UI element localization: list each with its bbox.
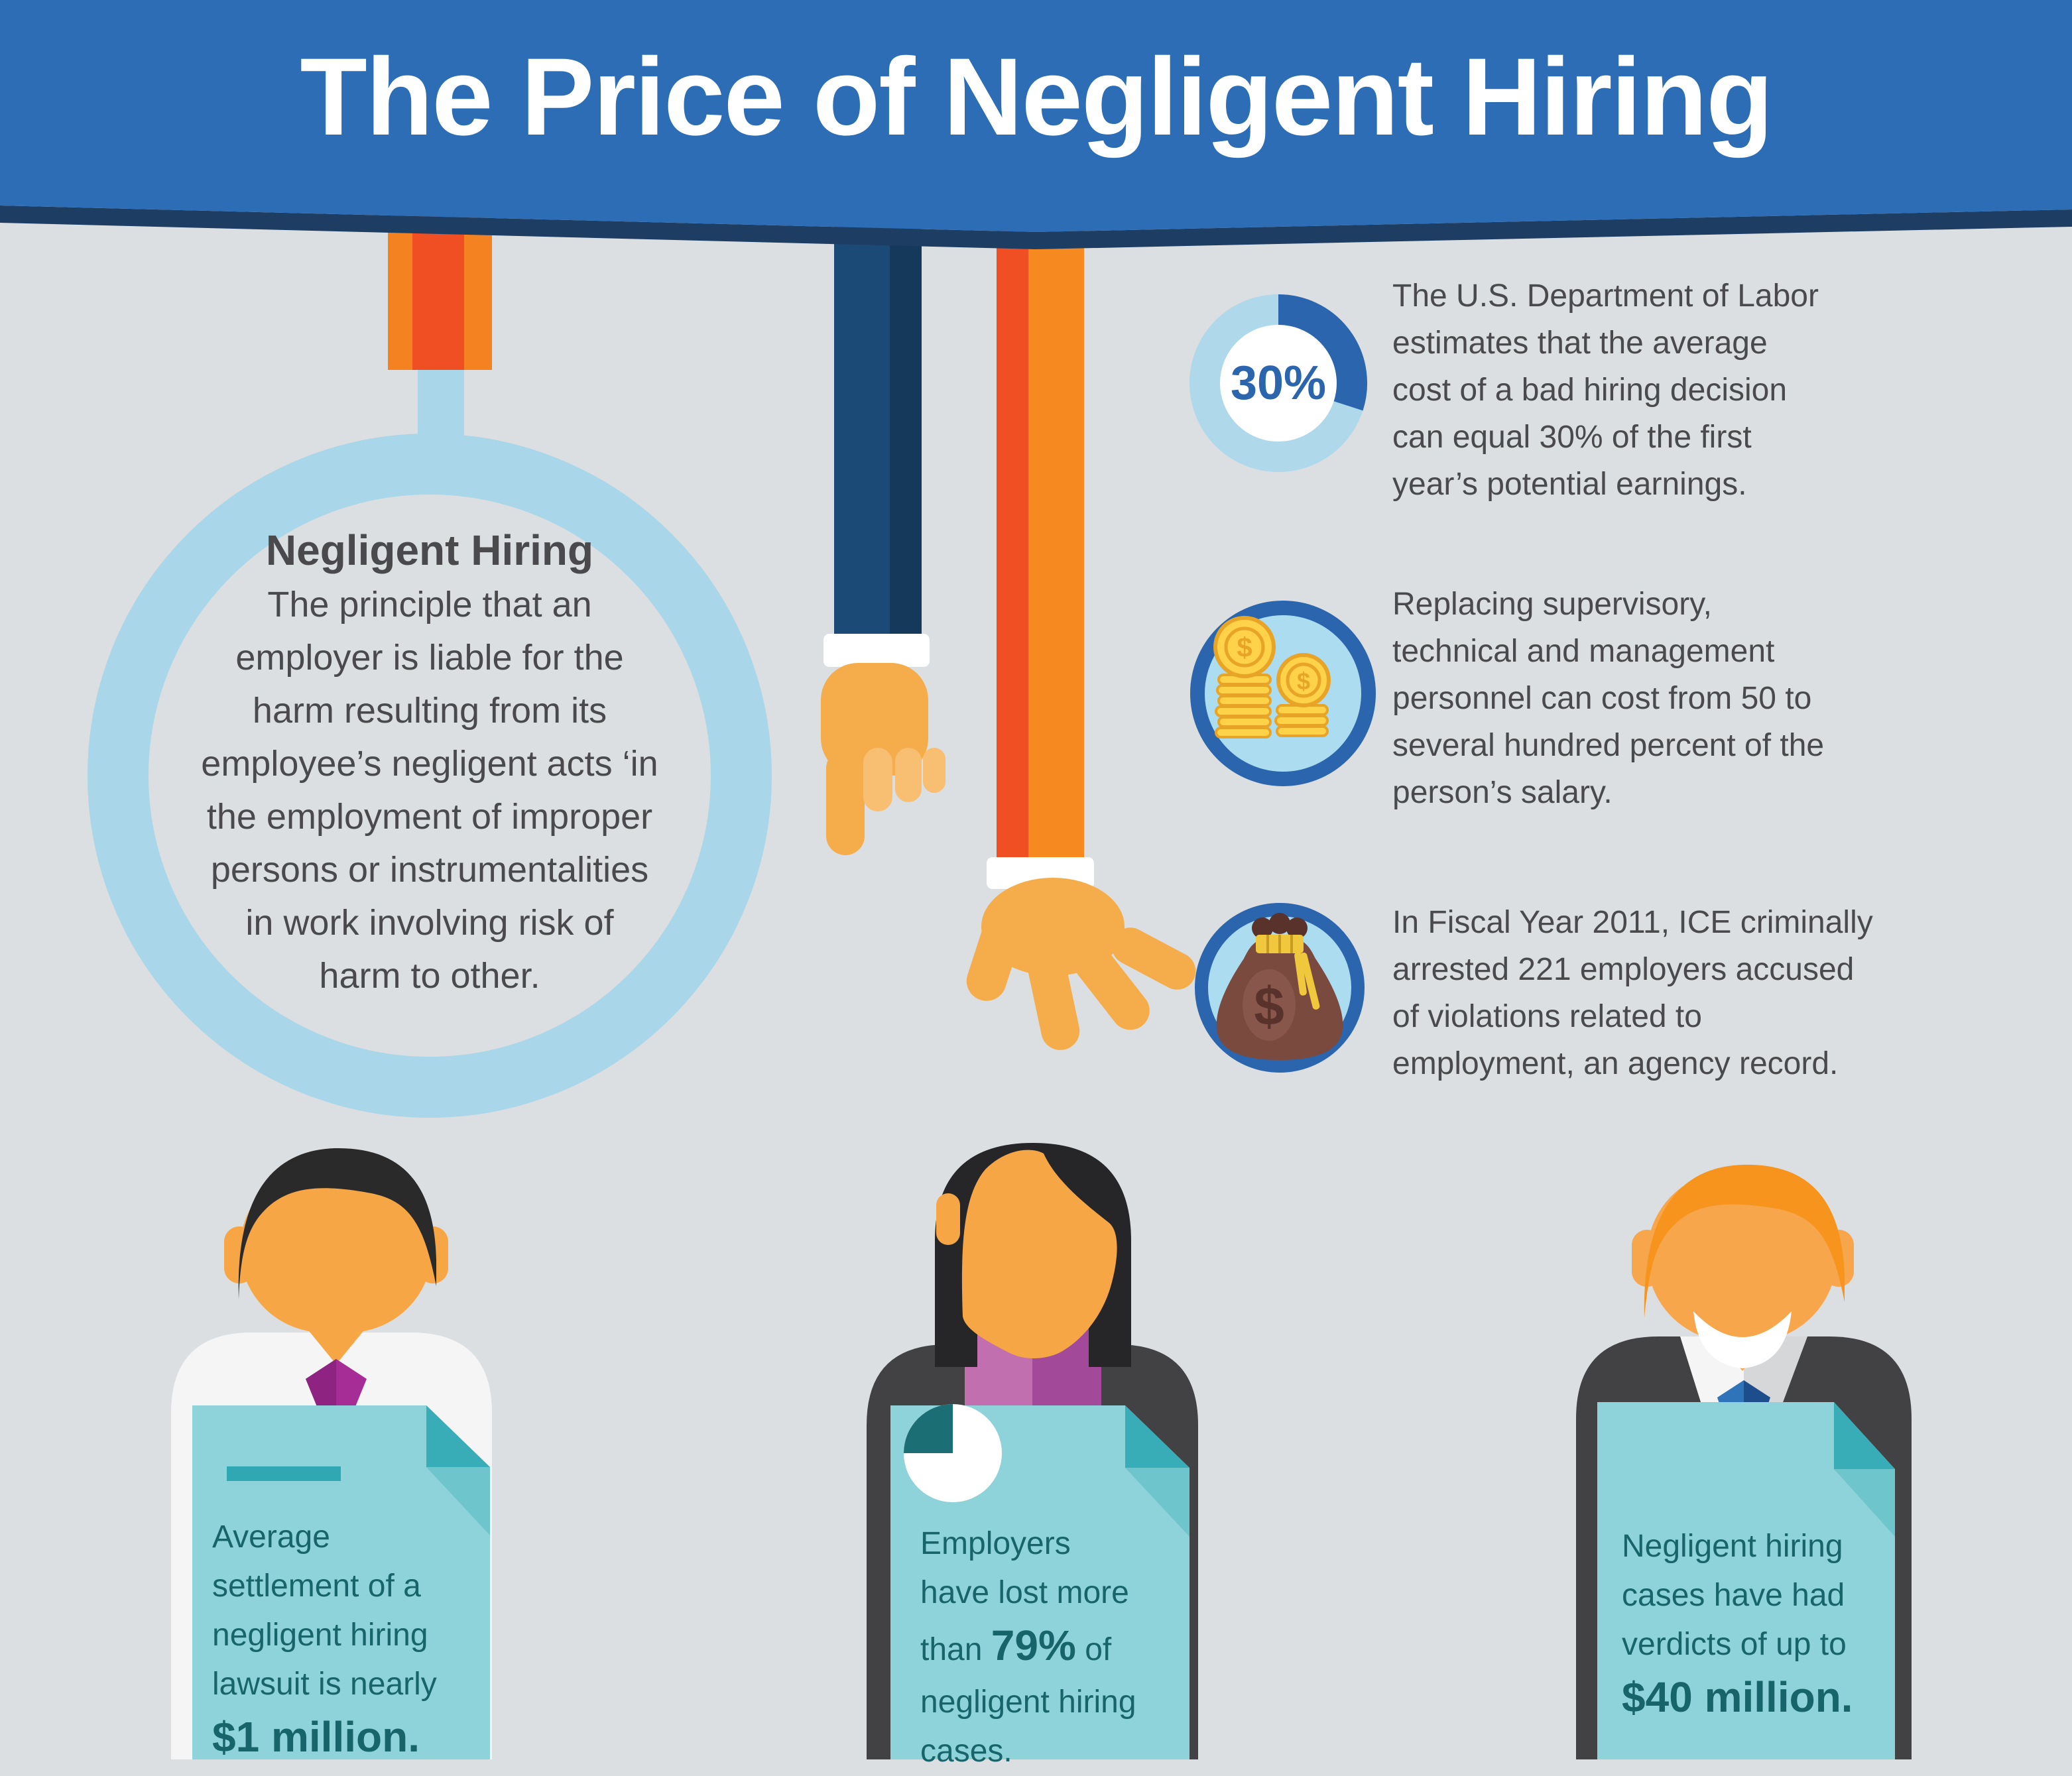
open-grabbing-hand (966, 878, 1196, 1050)
folded-corner (1834, 1402, 1895, 1469)
magnifier-arm-orange-sleeve (388, 215, 492, 451)
verdict-amount: $40 million. (1622, 1673, 1853, 1721)
arm-orange-sleeve-open-hand (966, 219, 1196, 1050)
page-title: The Price of Negligent Hiring (300, 36, 1773, 158)
orange-hair (1644, 1164, 1845, 1318)
face (1647, 1171, 1837, 1342)
header-shadow-band (0, 206, 2072, 249)
definition-heading: Negligent Hiring (265, 526, 594, 574)
stat-labor-department: The U.S. Department of Labor estimates th… (1392, 278, 1819, 502)
ear (936, 1193, 960, 1245)
svg-text:$: $ (1297, 668, 1310, 695)
fold-shadow (426, 1467, 490, 1535)
person-man-orange-hair (1576, 1164, 1912, 1759)
card-lost-cases: Employers have lost more than 79% of negl… (920, 1526, 1136, 1769)
face (240, 1165, 432, 1332)
document-card-2 (890, 1404, 1189, 1759)
document-card-3 (1597, 1402, 1895, 1759)
stat-ice-arrests: In Fiscal Year 2011, ICE criminally arres… (1392, 905, 1873, 1081)
folded-corner (1125, 1405, 1189, 1468)
neck (1683, 1301, 1801, 1371)
coins-icon: $ $ (1190, 601, 1376, 786)
shirt-cuff (823, 634, 930, 667)
card-average-settlement: Average settlement of a negligent hiring la… (212, 1519, 437, 1761)
fold-shadow (1834, 1469, 1895, 1537)
person-woman-dark-hair (867, 1143, 1198, 1759)
definition-body: The principle that an employer is liable … (201, 585, 658, 996)
dark-hair (238, 1148, 436, 1299)
folded-corner (426, 1405, 490, 1467)
pointing-down-hand (821, 663, 945, 855)
settlement-amount: $1 million. (212, 1713, 420, 1761)
document-card-1 (192, 1405, 490, 1759)
dollar-coin: $ (1276, 653, 1331, 707)
card-verdicts: Negligent hiring cases have had verdicts o… (1622, 1529, 1853, 1721)
dash-rule (227, 1466, 341, 1481)
pie-chart-icon (904, 1404, 1002, 1502)
donut-30-percent-segment (1278, 294, 1368, 411)
magnifying-glass-ring (88, 434, 772, 1118)
fold-shadow (1125, 1468, 1189, 1537)
face (961, 1150, 1117, 1358)
stat-replacement-cost: Replacing supervisory, technical and mana… (1392, 587, 1825, 810)
smile (1693, 1311, 1792, 1368)
neck (276, 1291, 396, 1364)
money-bag-icon: $ (1195, 903, 1365, 1073)
donut-chart-30-percent (1189, 294, 1368, 472)
dollar-coin: $ (1213, 616, 1276, 678)
svg-text:$: $ (1254, 977, 1284, 1037)
lost-cases-percent: 79% (991, 1622, 1076, 1669)
svg-text:$: $ (1237, 632, 1252, 663)
donut-value-label: 30% (1230, 357, 1327, 410)
header-banner (0, 0, 2072, 232)
arm-navy-sleeve-pointing-hand (821, 219, 945, 855)
person-man-dark-hair (171, 1148, 492, 1759)
magenta-tie (306, 1359, 367, 1408)
